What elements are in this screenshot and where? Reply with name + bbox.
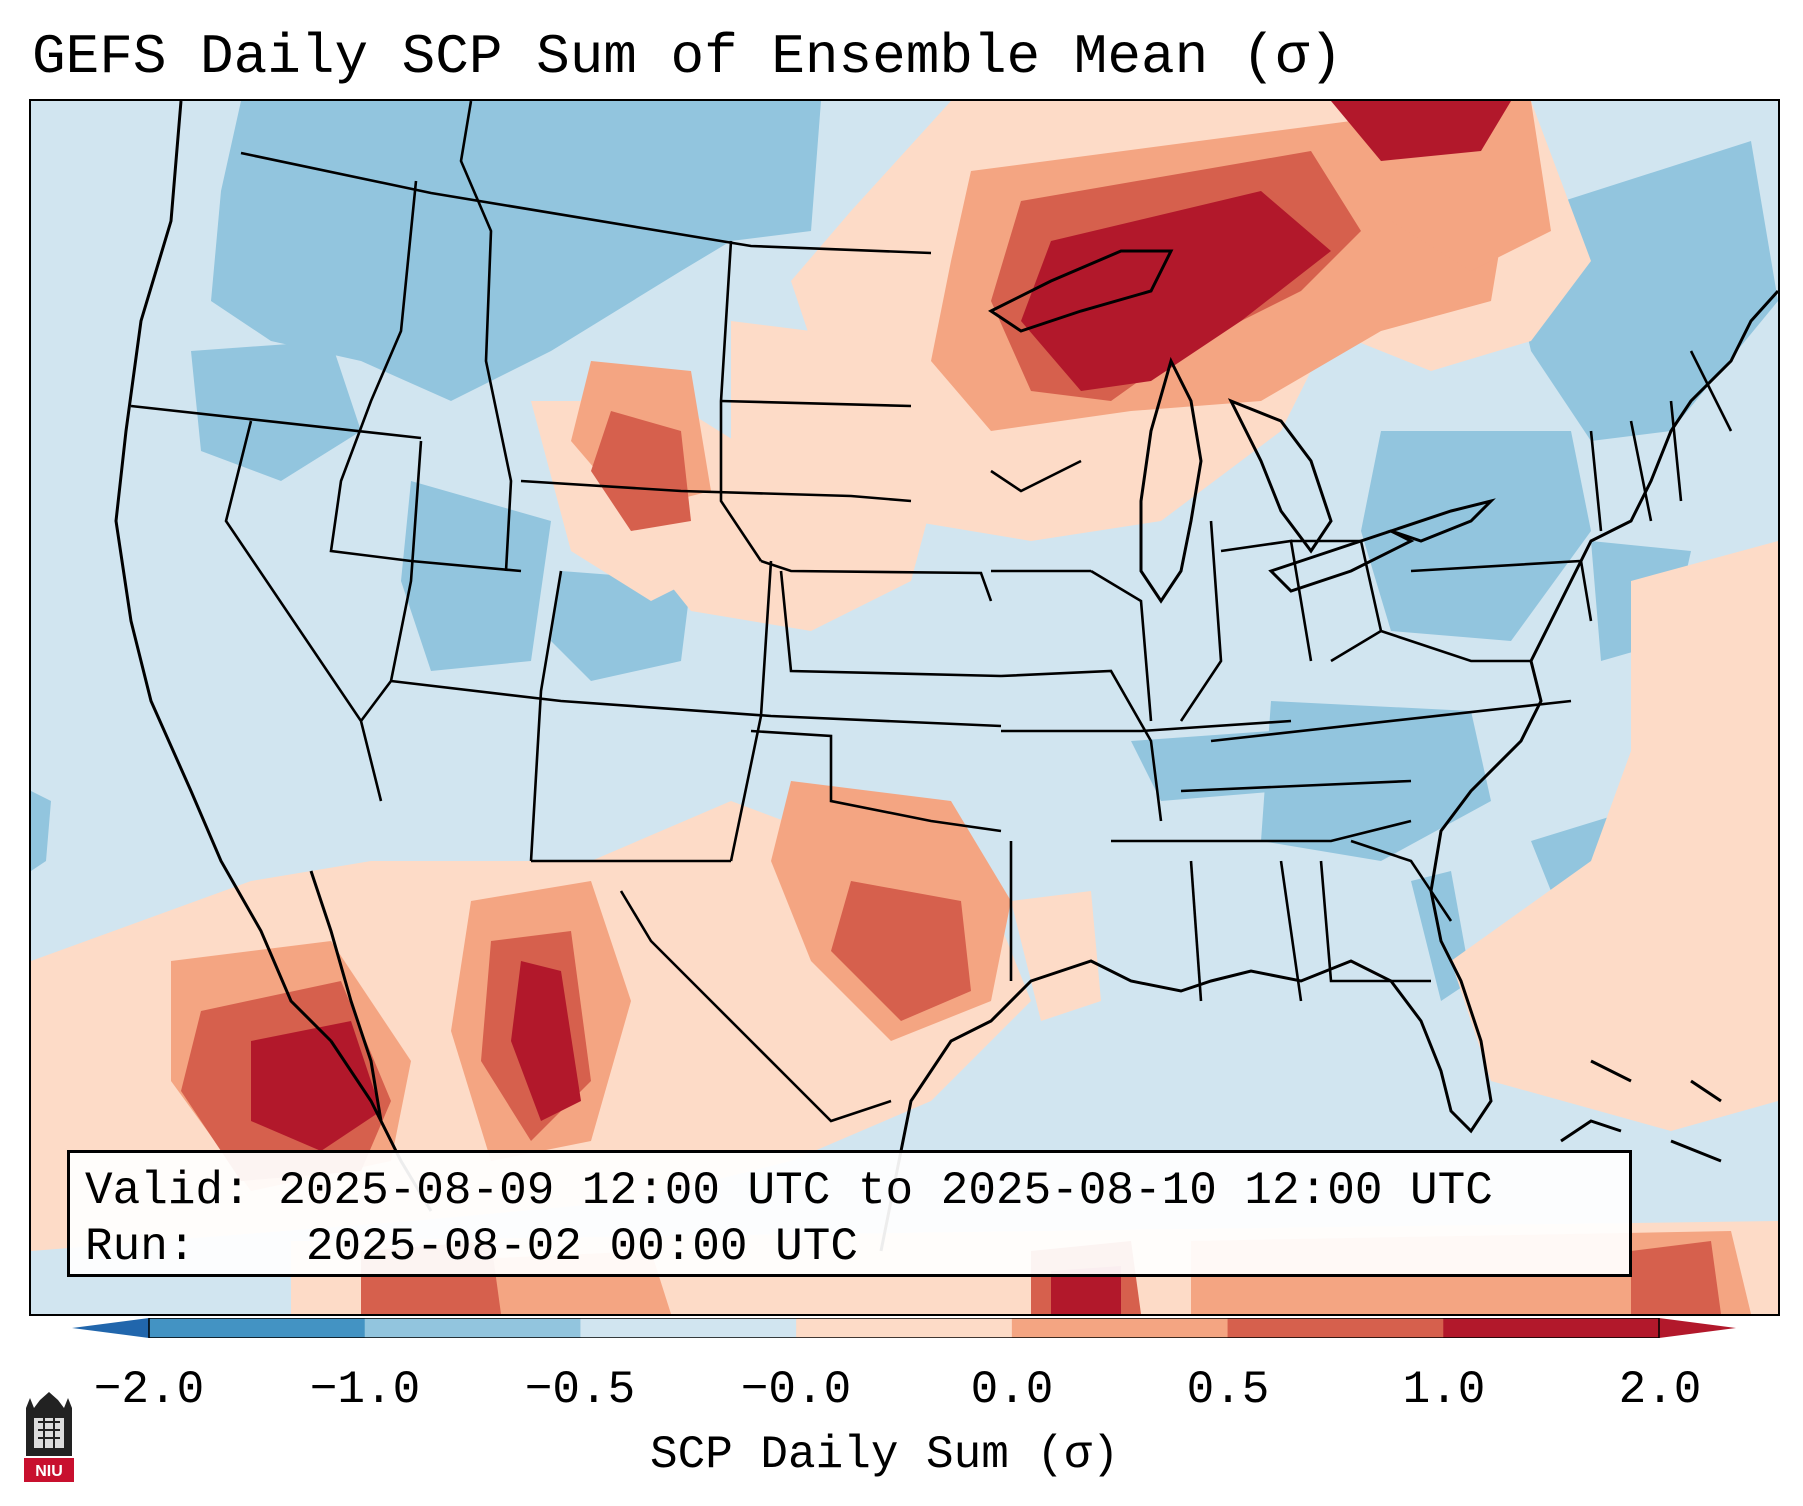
colorbar-segment [149, 1318, 366, 1338]
colorbar-tick-label: 0.5 [1186, 1364, 1270, 1416]
colorbar-segment [580, 1318, 797, 1338]
colorbar-segment [364, 1318, 581, 1338]
colorbar-extend-low [72, 1318, 149, 1338]
valid-label: Valid: [85, 1165, 251, 1217]
colorbar-tick-label: −0.0 [740, 1364, 852, 1416]
colorbar-segment [1443, 1318, 1660, 1338]
colorbar-tick-label: −2.0 [93, 1364, 205, 1416]
logo-text: NIU [35, 1463, 63, 1480]
colorbar-extend-high [1659, 1318, 1736, 1338]
colorbar-border [148, 1318, 1660, 1338]
islands [1560, 1059, 1722, 1163]
validity-info-box: Valid: 2025-08-09 12:00 UTC to 2025-08-1… [67, 1150, 1632, 1277]
negative-anomaly-regions [31, 101, 1778, 1001]
run-time: 2025-08-02 00:00 UTC [305, 1221, 858, 1273]
positive-anomaly-regions [31, 101, 1778, 1314]
chart-title: GEFS Daily SCP Sum of Ensemble Mean (σ) [32, 25, 1343, 89]
colorbar-tick-label: 0.0 [970, 1364, 1054, 1416]
colorbar-label: SCP Daily Sum (σ) [650, 1429, 1120, 1481]
colorbar-segments [72, 1318, 1736, 1338]
colorbar-segment [796, 1318, 1013, 1338]
colorbar-tick-label: −1.0 [309, 1364, 421, 1416]
state-boundaries [130, 101, 1733, 1123]
coastline [114, 101, 1778, 1252]
great-lakes [988, 249, 1496, 604]
colorbar-tick-label: −0.5 [524, 1364, 636, 1416]
valid-time-range: 2025-08-09 12:00 UTC to 2025-08-10 12:00… [278, 1165, 1493, 1217]
niu-logo-icon: NIU [24, 1392, 74, 1482]
colorbar-tick-label: 2.0 [1618, 1364, 1702, 1416]
map-panel [29, 99, 1780, 1316]
colorbar-segment [1227, 1318, 1444, 1338]
colorbar-segment [1011, 1318, 1229, 1338]
colorbar [72, 1318, 1736, 1338]
map-canvas [31, 101, 1778, 1314]
colorbar-tick-label: 1.0 [1402, 1364, 1486, 1416]
run-label: Run: [85, 1221, 196, 1273]
